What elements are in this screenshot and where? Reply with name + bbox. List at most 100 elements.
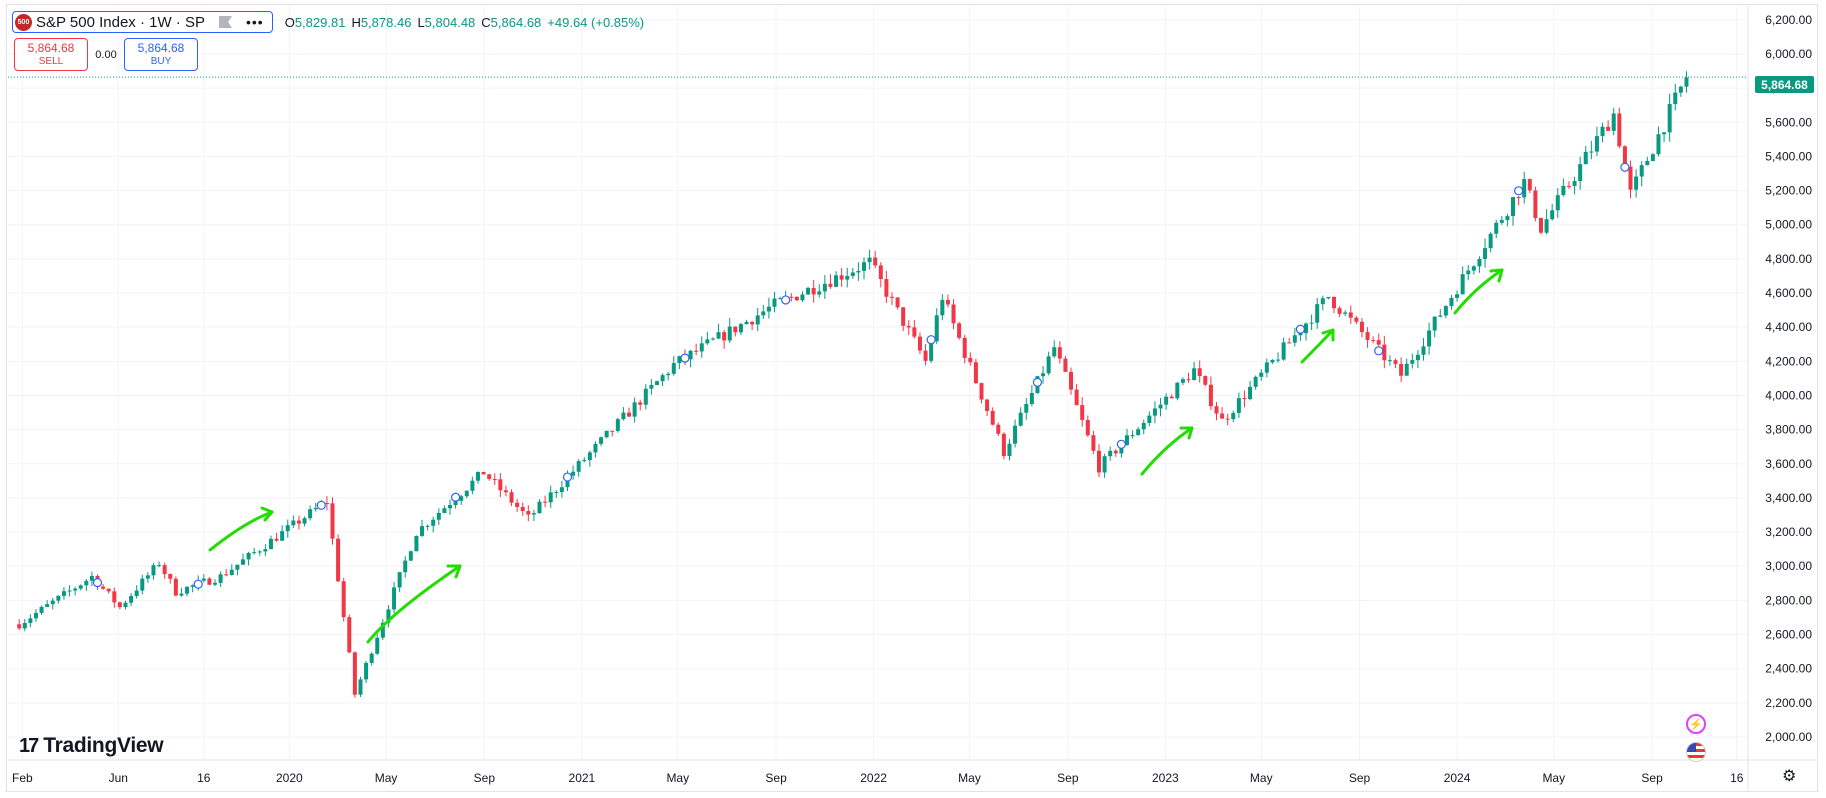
candle-body: [280, 531, 285, 541]
candle-body: [655, 381, 660, 385]
candle-body: [246, 552, 251, 560]
x-tick-label: May: [1542, 771, 1565, 785]
candle-body: [822, 283, 827, 292]
candle-body: [750, 321, 755, 325]
candle-body: [1343, 312, 1348, 314]
candle-body: [218, 574, 223, 583]
candle-body: [1292, 335, 1297, 343]
candle-body: [1180, 379, 1185, 383]
candle-body: [1673, 92, 1678, 105]
candle-body: [828, 283, 833, 287]
candle-body: [593, 443, 598, 453]
candle-body: [1164, 396, 1169, 405]
candle-body: [1550, 210, 1555, 220]
trend-arrow-head: [1489, 268, 1504, 283]
candle-body: [716, 332, 721, 339]
candle-body: [302, 518, 307, 524]
event-marker: [1514, 186, 1524, 196]
candle-body: [1354, 317, 1359, 322]
candle-body: [1382, 344, 1387, 361]
x-tick-label: 2021: [569, 771, 596, 785]
candle-body: [917, 336, 922, 351]
close-value: 5,864.68: [490, 14, 542, 30]
candle-body: [587, 452, 592, 461]
candle-body: [531, 513, 536, 515]
event-marker: [1620, 162, 1630, 172]
candle-body: [867, 257, 872, 263]
buy-label: BUY: [150, 55, 172, 67]
candle-body: [352, 652, 357, 695]
candle-body: [1645, 160, 1650, 166]
candle-body: [1533, 190, 1538, 218]
y-tick-label: 3,200.00: [1765, 525, 1812, 539]
chart-frame[interactable]: [6, 4, 1818, 792]
candle-body: [140, 578, 145, 591]
candle-body: [425, 525, 430, 527]
candle-body: [240, 559, 245, 565]
candle-body: [996, 424, 1001, 434]
candle-body: [1309, 322, 1314, 324]
x-tick-label: Feb: [12, 771, 33, 785]
candle-body: [862, 262, 867, 271]
candle-body: [1287, 342, 1292, 344]
symbol-selector[interactable]: 500 S&P 500 Index · 1W · SP •••: [12, 11, 273, 33]
candle-body: [369, 653, 374, 663]
candle-body: [733, 326, 738, 333]
candle-body: [358, 679, 363, 695]
candle-body: [615, 419, 620, 431]
trend-arrow-head: [1321, 328, 1335, 342]
candle-body: [1443, 306, 1448, 316]
candle-body: [1108, 450, 1113, 457]
x-tick-label: 2020: [276, 771, 303, 785]
candle-body: [1225, 418, 1230, 420]
trend-arrow: [1300, 328, 1335, 364]
candle-body: [1466, 270, 1471, 275]
event-marker: [781, 295, 791, 305]
candle-body: [710, 338, 715, 340]
candle-body: [492, 479, 497, 481]
y-tick-label: 4,800.00: [1765, 252, 1812, 266]
candle-body: [1236, 398, 1241, 413]
sell-label: SELL: [38, 55, 64, 67]
y-tick-label: 4,400.00: [1765, 320, 1812, 334]
candle-body: [677, 356, 682, 364]
candle-body: [800, 294, 805, 301]
tradingview-logo[interactable]: 17 TradingView: [19, 734, 164, 758]
more-icon[interactable]: •••: [245, 14, 264, 30]
sell-button[interactable]: 5,864.68 SELL: [14, 38, 88, 71]
low-label: L: [417, 14, 425, 30]
trend-arrow-head: [260, 506, 274, 522]
candle-body: [168, 574, 173, 579]
flag-icon[interactable]: [218, 16, 232, 28]
candle-body: [257, 551, 262, 553]
candle-body: [889, 296, 894, 298]
us-flag-icon[interactable]: [1686, 742, 1706, 762]
candle-body: [190, 585, 195, 587]
y-tick-label: 4,200.00: [1765, 354, 1812, 368]
candle-body: [1650, 154, 1655, 161]
candle-body: [604, 430, 609, 438]
candle-body: [755, 315, 760, 325]
gear-icon[interactable]: ⚙: [1782, 768, 1797, 785]
candle-body: [1091, 435, 1096, 451]
candle-body: [845, 275, 850, 280]
candle-body: [548, 492, 553, 503]
logo-text: TradingView: [43, 734, 164, 757]
candle-body: [45, 604, 50, 607]
candle-body: [1337, 308, 1342, 314]
bolt-icon[interactable]: ⚡: [1686, 714, 1706, 734]
x-tick-label: May: [666, 771, 689, 785]
x-tick-label: 2022: [860, 771, 887, 785]
candle-body: [117, 602, 122, 608]
candle-body: [487, 474, 492, 480]
candle-body: [341, 581, 346, 618]
candle-body: [1057, 347, 1062, 359]
candle-body: [464, 490, 469, 497]
candle-body: [582, 460, 587, 462]
candle-body: [951, 304, 956, 324]
candle-body: [968, 357, 973, 363]
candle-body: [1147, 415, 1152, 423]
candle-body: [610, 430, 615, 432]
buy-button[interactable]: 5,864.68 BUY: [124, 38, 198, 71]
